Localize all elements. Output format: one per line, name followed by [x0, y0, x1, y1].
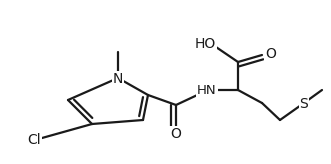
Text: O: O — [170, 127, 181, 141]
Text: HN: HN — [197, 83, 217, 96]
Text: S: S — [300, 97, 308, 111]
Text: O: O — [265, 47, 276, 61]
Text: Cl: Cl — [27, 133, 41, 147]
Text: HO: HO — [194, 37, 215, 51]
Text: N: N — [113, 72, 123, 86]
